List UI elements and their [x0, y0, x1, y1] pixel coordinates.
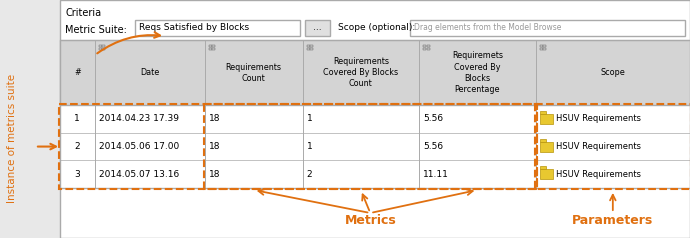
Text: Drag elements from the Model Browse: Drag elements from the Model Browse: [414, 24, 562, 33]
Bar: [60, 160, 690, 188]
Bar: [426, 45, 430, 47]
Text: 1: 1: [306, 142, 313, 151]
Text: Scope (optional):: Scope (optional):: [338, 24, 415, 33]
Bar: [423, 45, 426, 47]
Text: 18: 18: [209, 114, 220, 124]
Bar: [310, 45, 313, 47]
Bar: [540, 169, 553, 179]
Text: 2014.04.23 17.39: 2014.04.23 17.39: [99, 114, 179, 124]
Text: 11.11: 11.11: [423, 170, 449, 179]
Bar: [410, 20, 685, 36]
Text: HSUV Requirements: HSUV Requirements: [555, 170, 640, 179]
Bar: [60, 105, 690, 133]
Text: 2: 2: [306, 170, 312, 179]
Bar: [99, 45, 101, 47]
Bar: [59, 104, 537, 189]
Text: 18: 18: [209, 170, 220, 179]
Text: 2014.05.07 13.16: 2014.05.07 13.16: [99, 170, 179, 179]
Bar: [213, 45, 215, 47]
Bar: [540, 166, 546, 169]
Bar: [135, 20, 300, 36]
Bar: [102, 48, 105, 50]
Bar: [60, 40, 690, 188]
Bar: [540, 142, 553, 152]
Bar: [99, 48, 101, 50]
Bar: [540, 45, 542, 47]
Bar: [209, 48, 212, 50]
Text: Reqs Satisfied by Blocks: Reqs Satisfied by Blocks: [139, 24, 249, 33]
Text: 5.56: 5.56: [423, 142, 443, 151]
Bar: [540, 111, 546, 114]
Bar: [310, 48, 313, 50]
Bar: [535, 104, 690, 189]
Text: Metric Suite:: Metric Suite:: [65, 25, 127, 35]
Text: Criteria: Criteria: [65, 8, 101, 18]
Bar: [213, 48, 215, 50]
Text: ...: ...: [313, 24, 322, 33]
Text: Requirements
Count: Requirements Count: [226, 63, 282, 83]
Text: Requirements
Covered By Blocks
Count: Requirements Covered By Blocks Count: [323, 57, 398, 88]
Text: #: #: [74, 68, 81, 77]
Bar: [540, 48, 542, 50]
Bar: [306, 45, 310, 47]
Bar: [423, 48, 426, 50]
Bar: [426, 48, 430, 50]
Bar: [60, 133, 690, 160]
Text: 2014.05.06 17.00: 2014.05.06 17.00: [99, 142, 179, 151]
Bar: [306, 48, 310, 50]
Text: Instance of metrics suite: Instance of metrics suite: [7, 74, 17, 203]
Bar: [543, 48, 546, 50]
Bar: [60, 40, 690, 105]
Bar: [305, 20, 330, 36]
Text: 2: 2: [75, 142, 80, 151]
Text: HSUV Requirements: HSUV Requirements: [555, 142, 640, 151]
Text: 5.56: 5.56: [423, 114, 443, 124]
Text: Scope: Scope: [600, 68, 625, 77]
Bar: [204, 104, 537, 189]
Bar: [540, 114, 553, 124]
Bar: [209, 45, 212, 47]
Text: 1: 1: [75, 114, 80, 124]
Text: HSUV Requirements: HSUV Requirements: [555, 114, 640, 124]
Bar: [540, 139, 546, 142]
Bar: [102, 45, 105, 47]
Text: 1: 1: [306, 114, 313, 124]
Text: Requiremets
Covered By
Blocks
Percentage: Requiremets Covered By Blocks Percentage: [452, 51, 503, 94]
Bar: [543, 45, 546, 47]
Text: 18: 18: [209, 142, 220, 151]
Text: Parameters: Parameters: [572, 213, 653, 227]
Text: 3: 3: [75, 170, 80, 179]
Text: Date: Date: [140, 68, 159, 77]
Text: Metrics: Metrics: [344, 213, 396, 227]
